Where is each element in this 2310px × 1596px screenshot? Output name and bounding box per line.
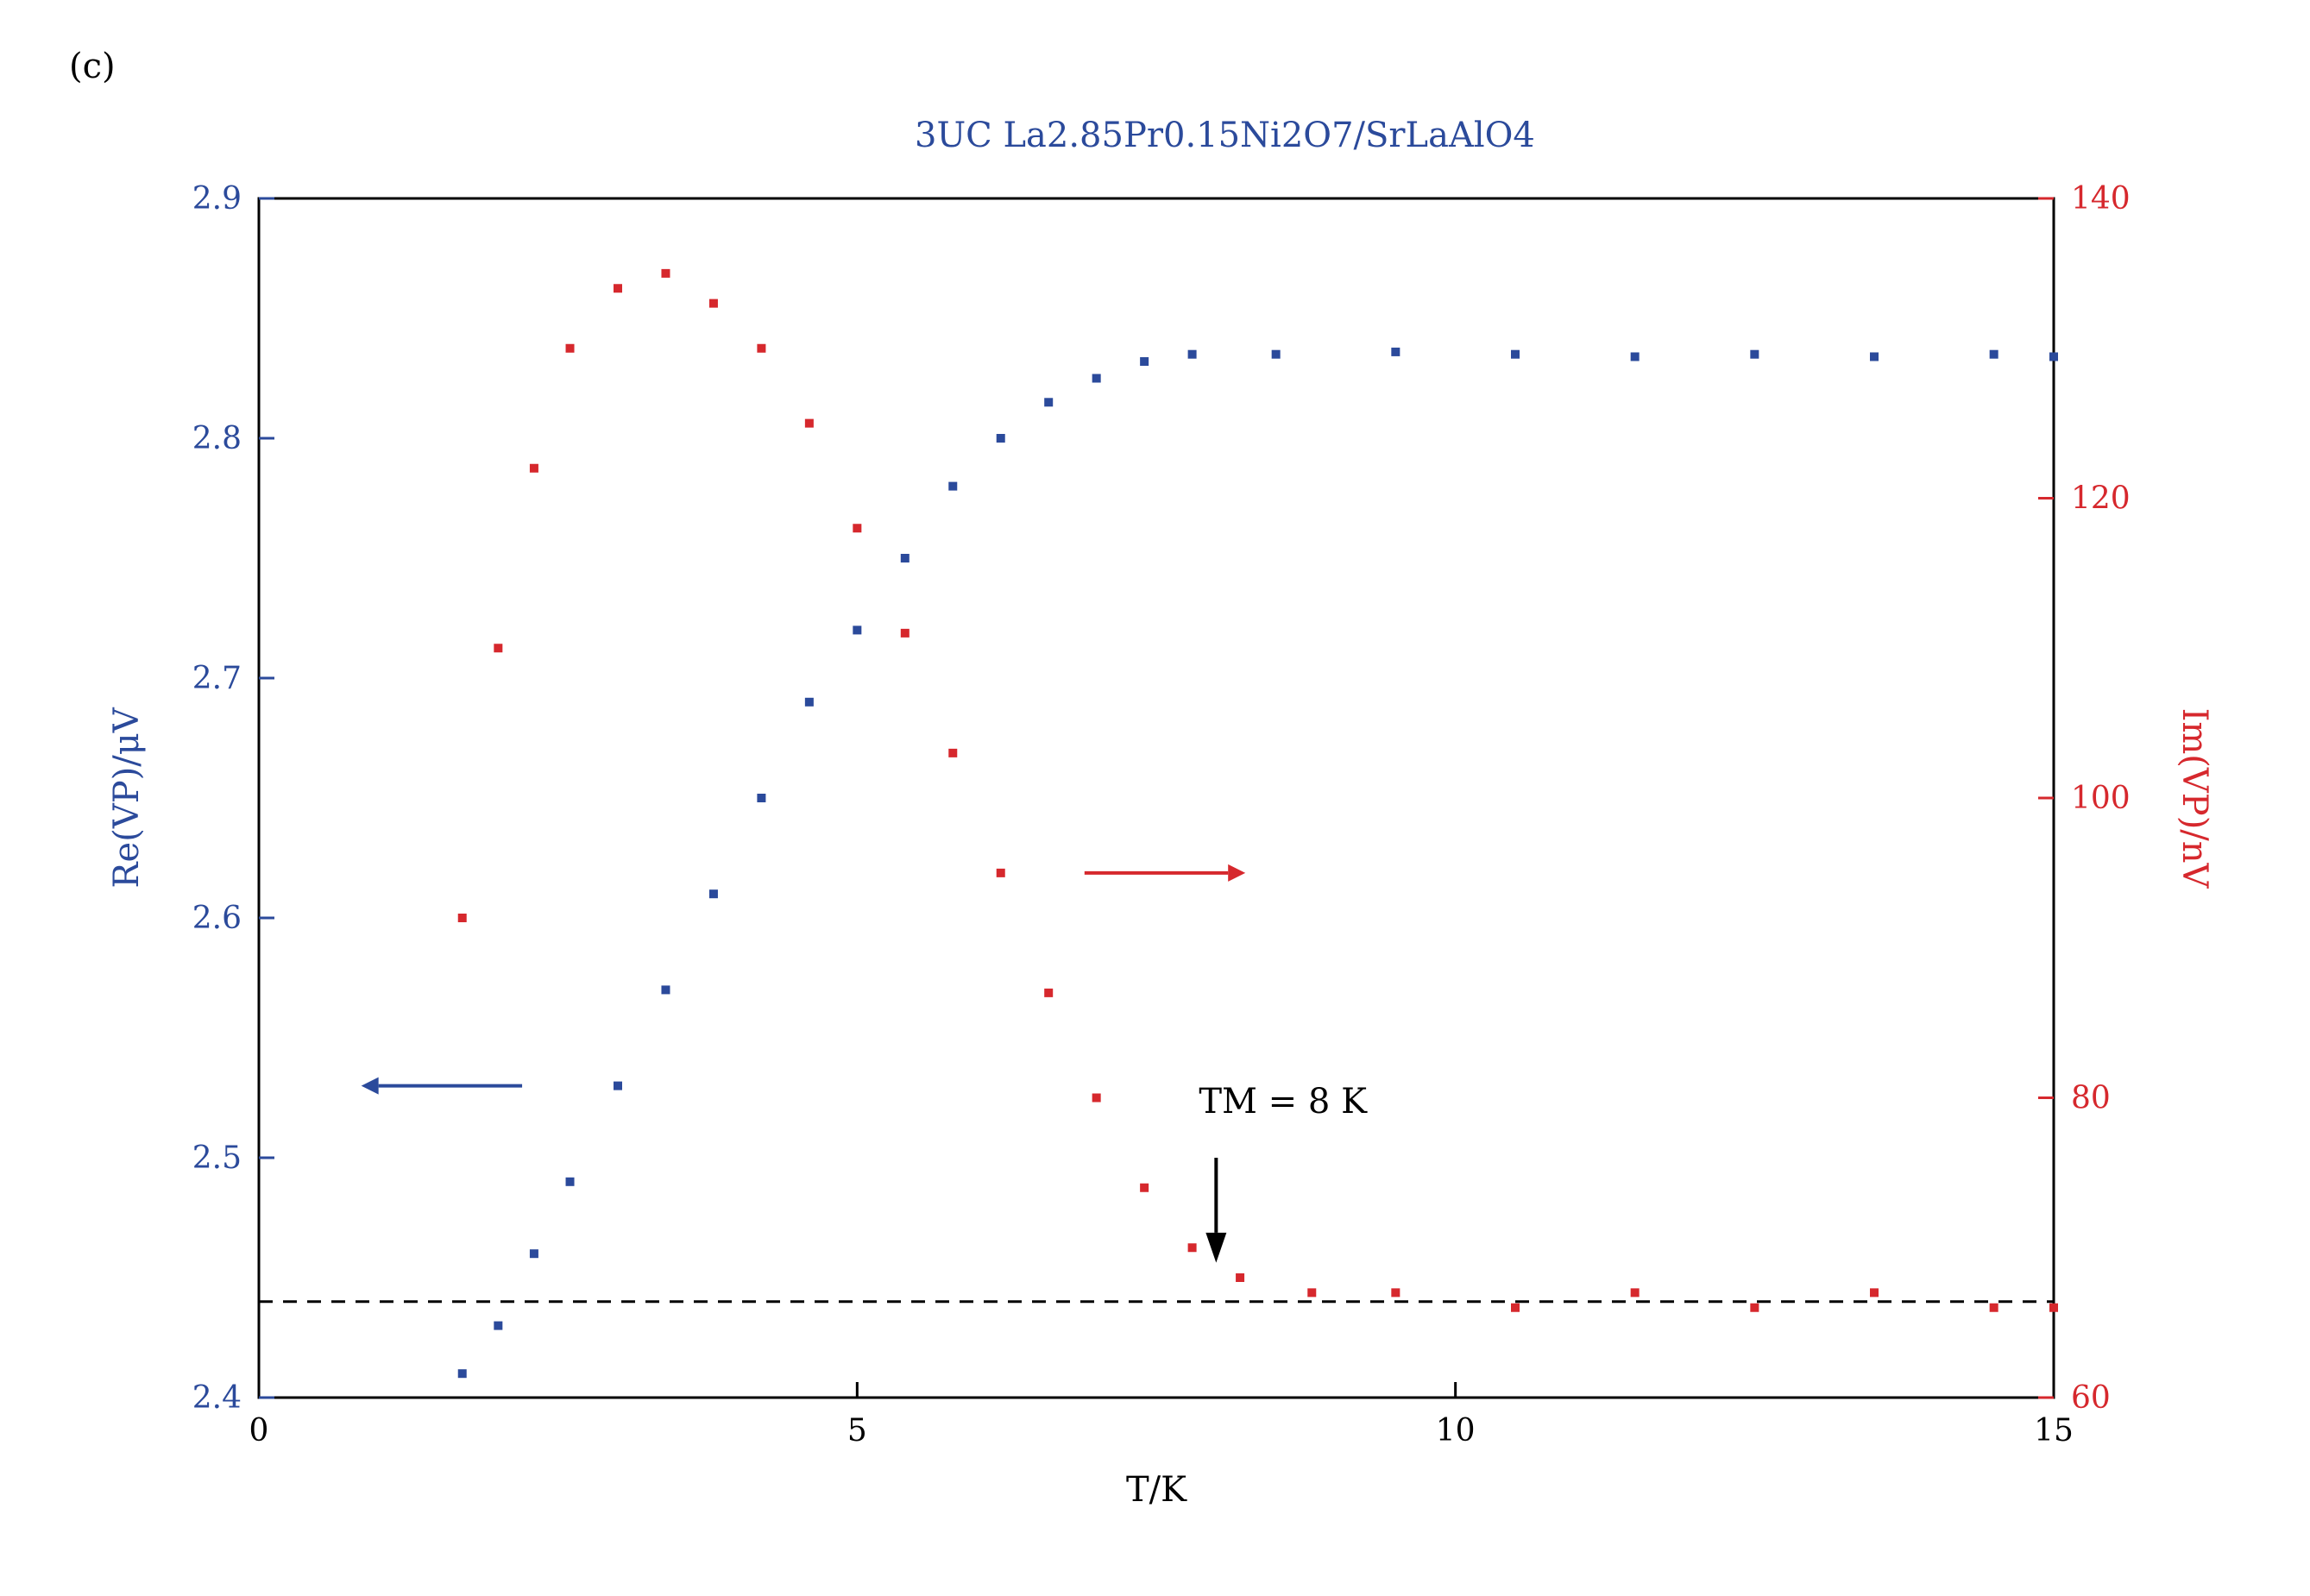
point-re	[804, 697, 814, 707]
point-im	[457, 914, 467, 922]
y-left-tick-label: 2.8	[192, 421, 242, 456]
point-re	[529, 1249, 538, 1259]
point-im	[708, 298, 718, 308]
point-re	[708, 889, 718, 899]
point-re	[494, 1321, 503, 1330]
plot-area: 0 5 10 15 2.4 2.5 2.6 2.7 2.8 2.9 60 80 100 120 140 T/K…	[107, 181, 2214, 1510]
point-im	[804, 418, 814, 428]
point-im	[1391, 1288, 1400, 1298]
x-tick-label: 0	[249, 1413, 269, 1448]
y-left-tick-label: 2.5	[192, 1140, 242, 1176]
x-tick-label: 15	[2034, 1413, 2074, 1448]
point-re	[948, 481, 958, 491]
point-re	[1044, 398, 1054, 407]
point-im	[948, 748, 958, 757]
y-right-tick-label: 80	[2071, 1081, 2111, 1116]
point-re	[900, 554, 910, 562]
x-tick-label: 10	[1436, 1413, 1476, 1448]
point-im	[1307, 1288, 1317, 1298]
tm-label: TM = 8 K	[1199, 1082, 1368, 1122]
point-re	[614, 1081, 622, 1090]
point-im	[1187, 1243, 1197, 1253]
point-im	[1236, 1273, 1245, 1282]
y-right-axis-title: Im(VP)/nV	[2175, 708, 2214, 889]
plot-frame	[257, 197, 2055, 1399]
point-re	[1187, 349, 1197, 359]
point-re	[1391, 347, 1400, 356]
point-re	[565, 1177, 575, 1186]
point-im	[853, 524, 862, 533]
arrowhead-im-axis	[1228, 864, 1246, 882]
chart-title: 3UC La2.85Pr0.15Ni2O7/SrLaAlO4	[915, 116, 1535, 155]
point-re	[661, 985, 670, 995]
point-re	[853, 625, 862, 635]
point-im	[996, 868, 1005, 877]
point-im	[1750, 1303, 1759, 1312]
point-re	[457, 1369, 467, 1379]
point-im	[614, 284, 622, 293]
y-left-tick-label: 2.4	[192, 1380, 242, 1416]
point-im	[757, 343, 766, 353]
point-im	[494, 644, 503, 653]
point-re	[757, 794, 766, 802]
point-re	[1092, 374, 1101, 383]
point-im	[1870, 1288, 1879, 1298]
y-right-tick-label: 120	[2071, 481, 2131, 517]
point-im	[565, 343, 575, 353]
point-im	[900, 628, 910, 638]
point-im	[529, 463, 538, 473]
point-im	[1511, 1303, 1520, 1312]
y-left-tick-label: 2.7	[192, 661, 242, 696]
point-re	[2049, 352, 2058, 361]
point-re	[1989, 349, 1998, 359]
y-left-tick-label: 2.6	[192, 901, 242, 936]
point-re	[1870, 352, 1879, 361]
point-im	[1044, 988, 1054, 997]
point-re	[1511, 349, 1520, 359]
point-re	[996, 434, 1005, 443]
point-im	[661, 268, 670, 278]
point-im	[1092, 1093, 1101, 1103]
point-re	[1750, 349, 1759, 359]
panel-label: (c)	[69, 47, 116, 86]
point-re	[1630, 352, 1640, 361]
point-im	[1989, 1303, 1998, 1312]
x-tick-label: 5	[847, 1413, 867, 1448]
point-im	[1630, 1288, 1640, 1298]
y-right-tick-label: 100	[2071, 781, 2131, 816]
point-im	[2049, 1303, 2058, 1312]
y-left-axis-title: Re(VP)/μV	[107, 707, 147, 888]
y-left-tick-label: 2.9	[192, 181, 242, 217]
tm-arrowhead	[1205, 1232, 1227, 1263]
point-im	[1140, 1183, 1149, 1192]
x-axis-title: T/K	[1126, 1470, 1187, 1510]
point-re	[1140, 357, 1149, 367]
arrowhead-re-axis	[361, 1077, 379, 1095]
point-re	[1271, 349, 1281, 359]
y-right-tick-label: 60	[2071, 1380, 2111, 1416]
y-right-tick-label: 140	[2071, 181, 2131, 217]
